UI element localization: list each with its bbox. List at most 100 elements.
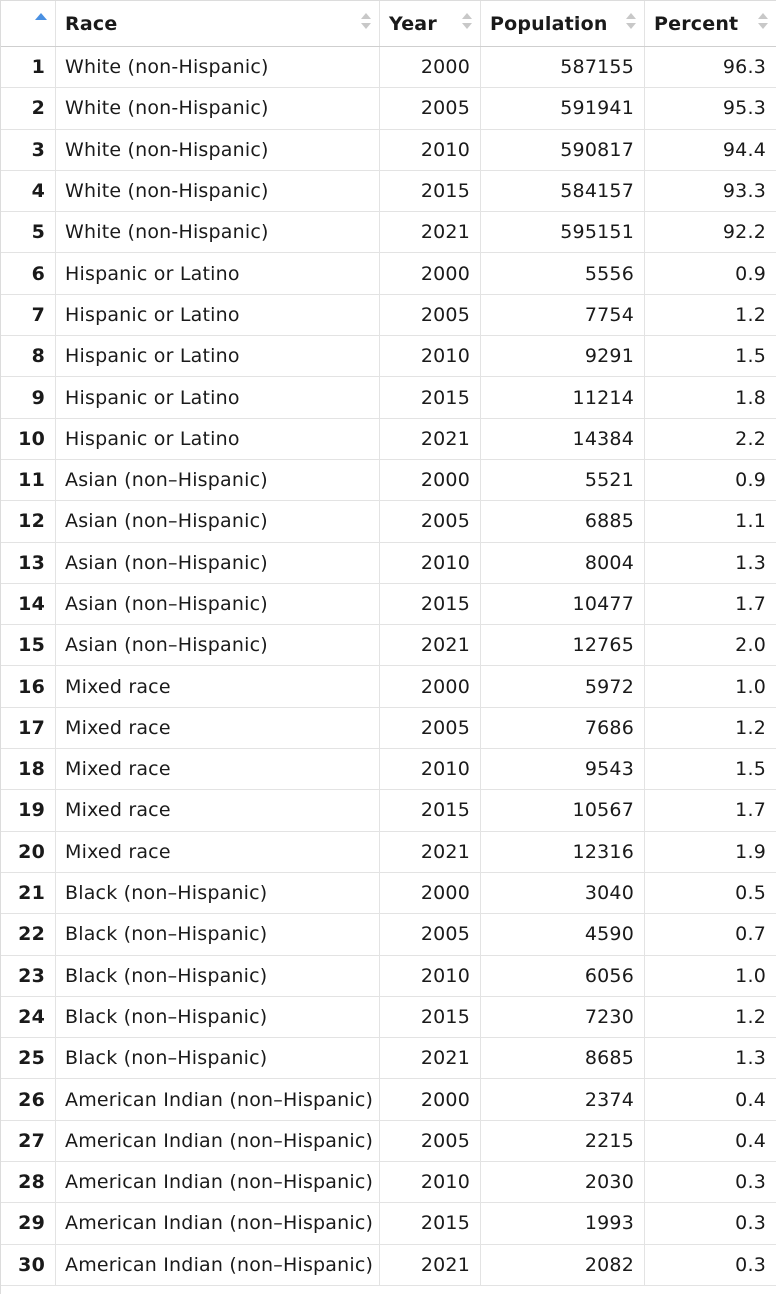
table-row: 9 Hispanic or Latino 2015 11214 1.8 xyxy=(1,377,776,419)
cell-percent: 0.9 xyxy=(735,469,766,492)
cell-population: 7230 xyxy=(481,996,645,1038)
cell-race: Mixed race xyxy=(56,831,380,872)
cell-year: 2005 xyxy=(380,1120,481,1162)
cell-percent: 93.3 xyxy=(722,180,766,203)
row-number: 7 xyxy=(1,294,56,336)
cell-population: 6885 xyxy=(481,501,645,542)
cell-percent: 1.9 xyxy=(735,840,766,863)
table-row: 14 Asian (non–Hispanic) 2015 10477 1.7 xyxy=(1,583,776,626)
column-header-population[interactable]: Population xyxy=(481,1,645,46)
table-row: 17 Mixed race 2005 7686 1.2 xyxy=(1,707,776,750)
cell-percent: 1.7 xyxy=(735,799,766,822)
sort-icon[interactable] xyxy=(626,13,636,31)
cell-percent: 94.4 xyxy=(722,138,766,161)
cell-percent: 1.2 xyxy=(735,1005,766,1028)
cell-year: 2021 xyxy=(380,1244,481,1285)
cell-year: 2021 xyxy=(380,212,481,253)
cell-race: White (non-Hispanic) xyxy=(56,129,380,170)
row-number: 20 xyxy=(1,831,56,872)
cell-percent: 0.4 xyxy=(735,1129,766,1152)
sort-ascending-icon[interactable] xyxy=(35,13,47,20)
row-number: 14 xyxy=(1,583,56,625)
cell-year: 2021 xyxy=(380,831,481,872)
table-row: 10 Hispanic or Latino 2021 14384 2.2 xyxy=(1,418,776,460)
cell-year: 2005 xyxy=(380,707,481,749)
cell-population: 10567 xyxy=(481,790,645,831)
table-row: 22 Black (non–Hispanic) 2005 4590 0.7 xyxy=(1,914,776,956)
table-row: 11 Asian (non–Hispanic) 2000 5521 0.9 xyxy=(1,459,776,502)
cell-year: 2005 xyxy=(380,501,481,542)
column-header-race[interactable]: Race xyxy=(56,1,380,46)
cell-population: 12316 xyxy=(481,831,645,872)
cell-percent: 2.2 xyxy=(735,427,766,450)
cell-race: American Indian (non–Hispanic) xyxy=(56,1203,380,1244)
column-header-label: Race xyxy=(65,12,118,35)
column-header-percent[interactable]: Percent xyxy=(645,1,776,46)
cell-percent: 0.3 xyxy=(735,1171,766,1194)
sort-icon[interactable] xyxy=(462,13,472,31)
table-row: 6 Hispanic or Latino 2000 5556 0.9 xyxy=(1,253,776,295)
table-row: 1 White (non-Hispanic) 2000 587155 96.3 xyxy=(1,47,776,89)
cell-population: 3040 xyxy=(481,872,645,914)
row-number: 4 xyxy=(1,170,56,212)
row-number: 25 xyxy=(1,1038,56,1079)
cell-race: White (non-Hispanic) xyxy=(56,170,380,212)
table-header-row: Race Year Population Percent xyxy=(1,1,776,47)
cell-race: American Indian (non–Hispanic) xyxy=(56,1079,380,1120)
cell-race: Asian (non–Hispanic) xyxy=(56,501,380,542)
cell-population: 7686 xyxy=(481,707,645,749)
row-number: 3 xyxy=(1,129,56,170)
cell-population: 5556 xyxy=(481,253,645,294)
row-number: 22 xyxy=(1,914,56,955)
row-number-sort-header[interactable] xyxy=(1,1,56,46)
column-header-year[interactable]: Year xyxy=(380,1,481,46)
cell-percent: 2.0 xyxy=(735,634,766,657)
cell-percent: 92.2 xyxy=(722,221,766,244)
cell-race: Black (non–Hispanic) xyxy=(56,955,380,996)
cell-year: 2021 xyxy=(380,418,481,459)
cell-race: Black (non–Hispanic) xyxy=(56,914,380,955)
table-row: 29 American Indian (non–Hispanic) 2015 1993… xyxy=(1,1203,776,1245)
cell-race: White (non-Hispanic) xyxy=(56,47,380,88)
cell-race: Mixed race xyxy=(56,790,380,831)
cell-race: Asian (non–Hispanic) xyxy=(56,459,380,501)
cell-year: 2010 xyxy=(380,336,481,377)
cell-population: 2030 xyxy=(481,1162,645,1203)
cell-year: 2010 xyxy=(380,129,481,170)
cell-race: Black (non–Hispanic) xyxy=(56,996,380,1038)
cell-percent: 1.2 xyxy=(735,716,766,739)
cell-percent: 1.0 xyxy=(735,964,766,987)
cell-population: 4590 xyxy=(481,914,645,955)
table-row: 5 White (non-Hispanic) 2021 595151 92.2 xyxy=(1,212,776,254)
cell-percent: 1.1 xyxy=(735,510,766,533)
table-row: 28 American Indian (non–Hispanic) 2010 2030… xyxy=(1,1162,776,1204)
sort-icon[interactable] xyxy=(361,13,371,31)
table-row: 15 Asian (non–Hispanic) 2021 12765 2.0 xyxy=(1,625,776,667)
cell-year: 2010 xyxy=(380,1162,481,1203)
cell-population: 2374 xyxy=(481,1079,645,1120)
cell-year: 2005 xyxy=(380,88,481,129)
cell-year: 2010 xyxy=(380,542,481,583)
row-number: 21 xyxy=(1,872,56,914)
cell-year: 2015 xyxy=(380,790,481,831)
cell-percent: 0.4 xyxy=(735,1088,766,1111)
table-row: 23 Black (non–Hispanic) 2010 6056 1.0 xyxy=(1,955,776,997)
row-number: 29 xyxy=(1,1203,56,1244)
row-number: 30 xyxy=(1,1244,56,1285)
cell-population: 5521 xyxy=(481,459,645,501)
row-number: 27 xyxy=(1,1120,56,1162)
cell-percent: 1.3 xyxy=(735,551,766,574)
row-number: 8 xyxy=(1,336,56,377)
cell-percent: 1.7 xyxy=(735,593,766,615)
row-number: 15 xyxy=(1,625,56,666)
row-number: 24 xyxy=(1,996,56,1038)
cell-population: 14384 xyxy=(481,418,645,459)
cell-race: Hispanic or Latino xyxy=(56,253,380,294)
table-row: 25 Black (non–Hispanic) 2021 8685 1.3 xyxy=(1,1038,776,1080)
table-body: 1 White (non-Hispanic) 2000 587155 96.3 2 Whit… xyxy=(1,47,776,1286)
cell-race: American Indian (non–Hispanic) xyxy=(56,1244,380,1285)
sort-icon[interactable] xyxy=(758,13,768,31)
row-number: 9 xyxy=(1,377,56,418)
table-row: 30 American Indian (non–Hispanic) 2021 2082… xyxy=(1,1244,776,1286)
